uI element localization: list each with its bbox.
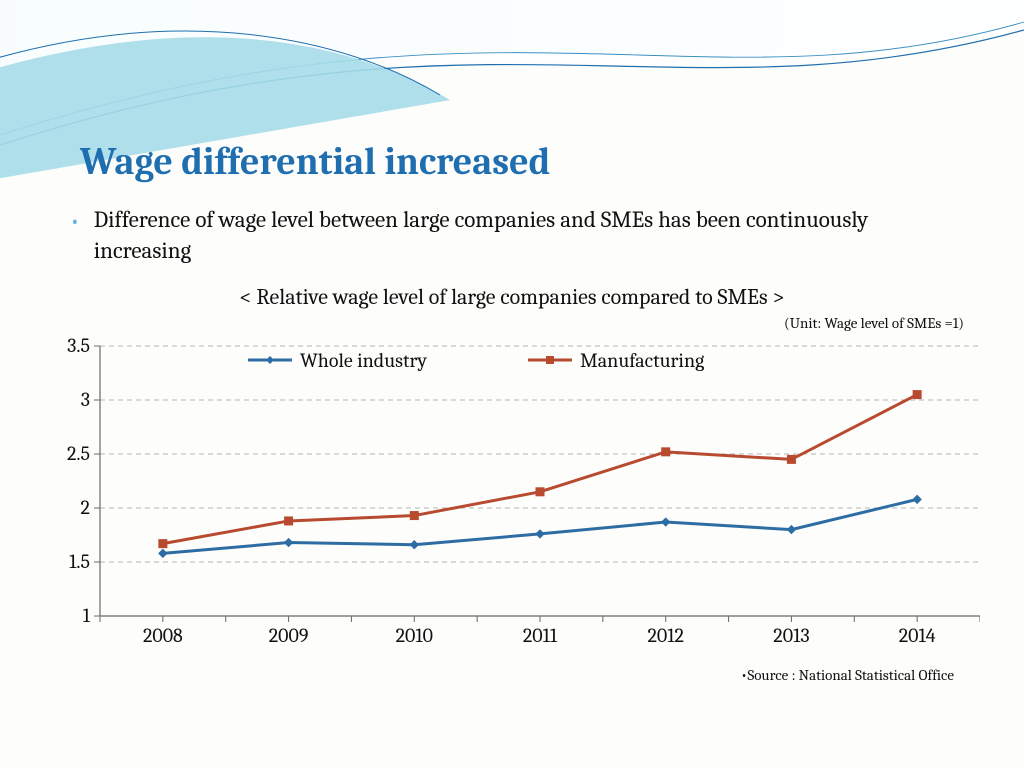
svg-text:3.5: 3.5 — [67, 336, 90, 357]
bullet-dot-icon: • — [70, 208, 80, 234]
svg-text:2008: 2008 — [143, 624, 183, 647]
svg-text:3: 3 — [81, 388, 90, 411]
line-chart: 1 1.5 2 2.5 3 3.5 2008 2009 2010 2011 2012 2013 2014… — [50, 336, 980, 660]
bullet-item: • Difference of wage level between large… — [70, 204, 964, 266]
svg-text:2014: 2014 — [899, 624, 936, 647]
svg-text:2012: 2012 — [647, 624, 683, 647]
svg-text:2.5: 2.5 — [67, 442, 90, 465]
svg-text:2: 2 — [81, 496, 90, 519]
svg-text:Manufacturing: Manufacturing — [580, 349, 704, 372]
svg-text:1: 1 — [83, 604, 91, 627]
svg-text:2010: 2010 — [396, 624, 433, 647]
page-title: Wage differential increased — [80, 140, 1024, 184]
svg-text:2009: 2009 — [269, 624, 309, 647]
chart-unit-label: (Unit: Wage level of SMEs =1) — [0, 314, 964, 332]
bullet-text: Difference of wage level between large c… — [94, 204, 964, 266]
svg-text:Whole industry: Whole industry — [300, 349, 427, 372]
svg-text:2013: 2013 — [773, 624, 809, 647]
svg-text:2011: 2011 — [523, 624, 558, 647]
chart-title: < Relative wage level of large companies… — [0, 284, 1024, 310]
svg-text:1.5: 1.5 — [69, 550, 90, 573]
chart-source: •Source : National Statistical Office — [0, 666, 954, 684]
